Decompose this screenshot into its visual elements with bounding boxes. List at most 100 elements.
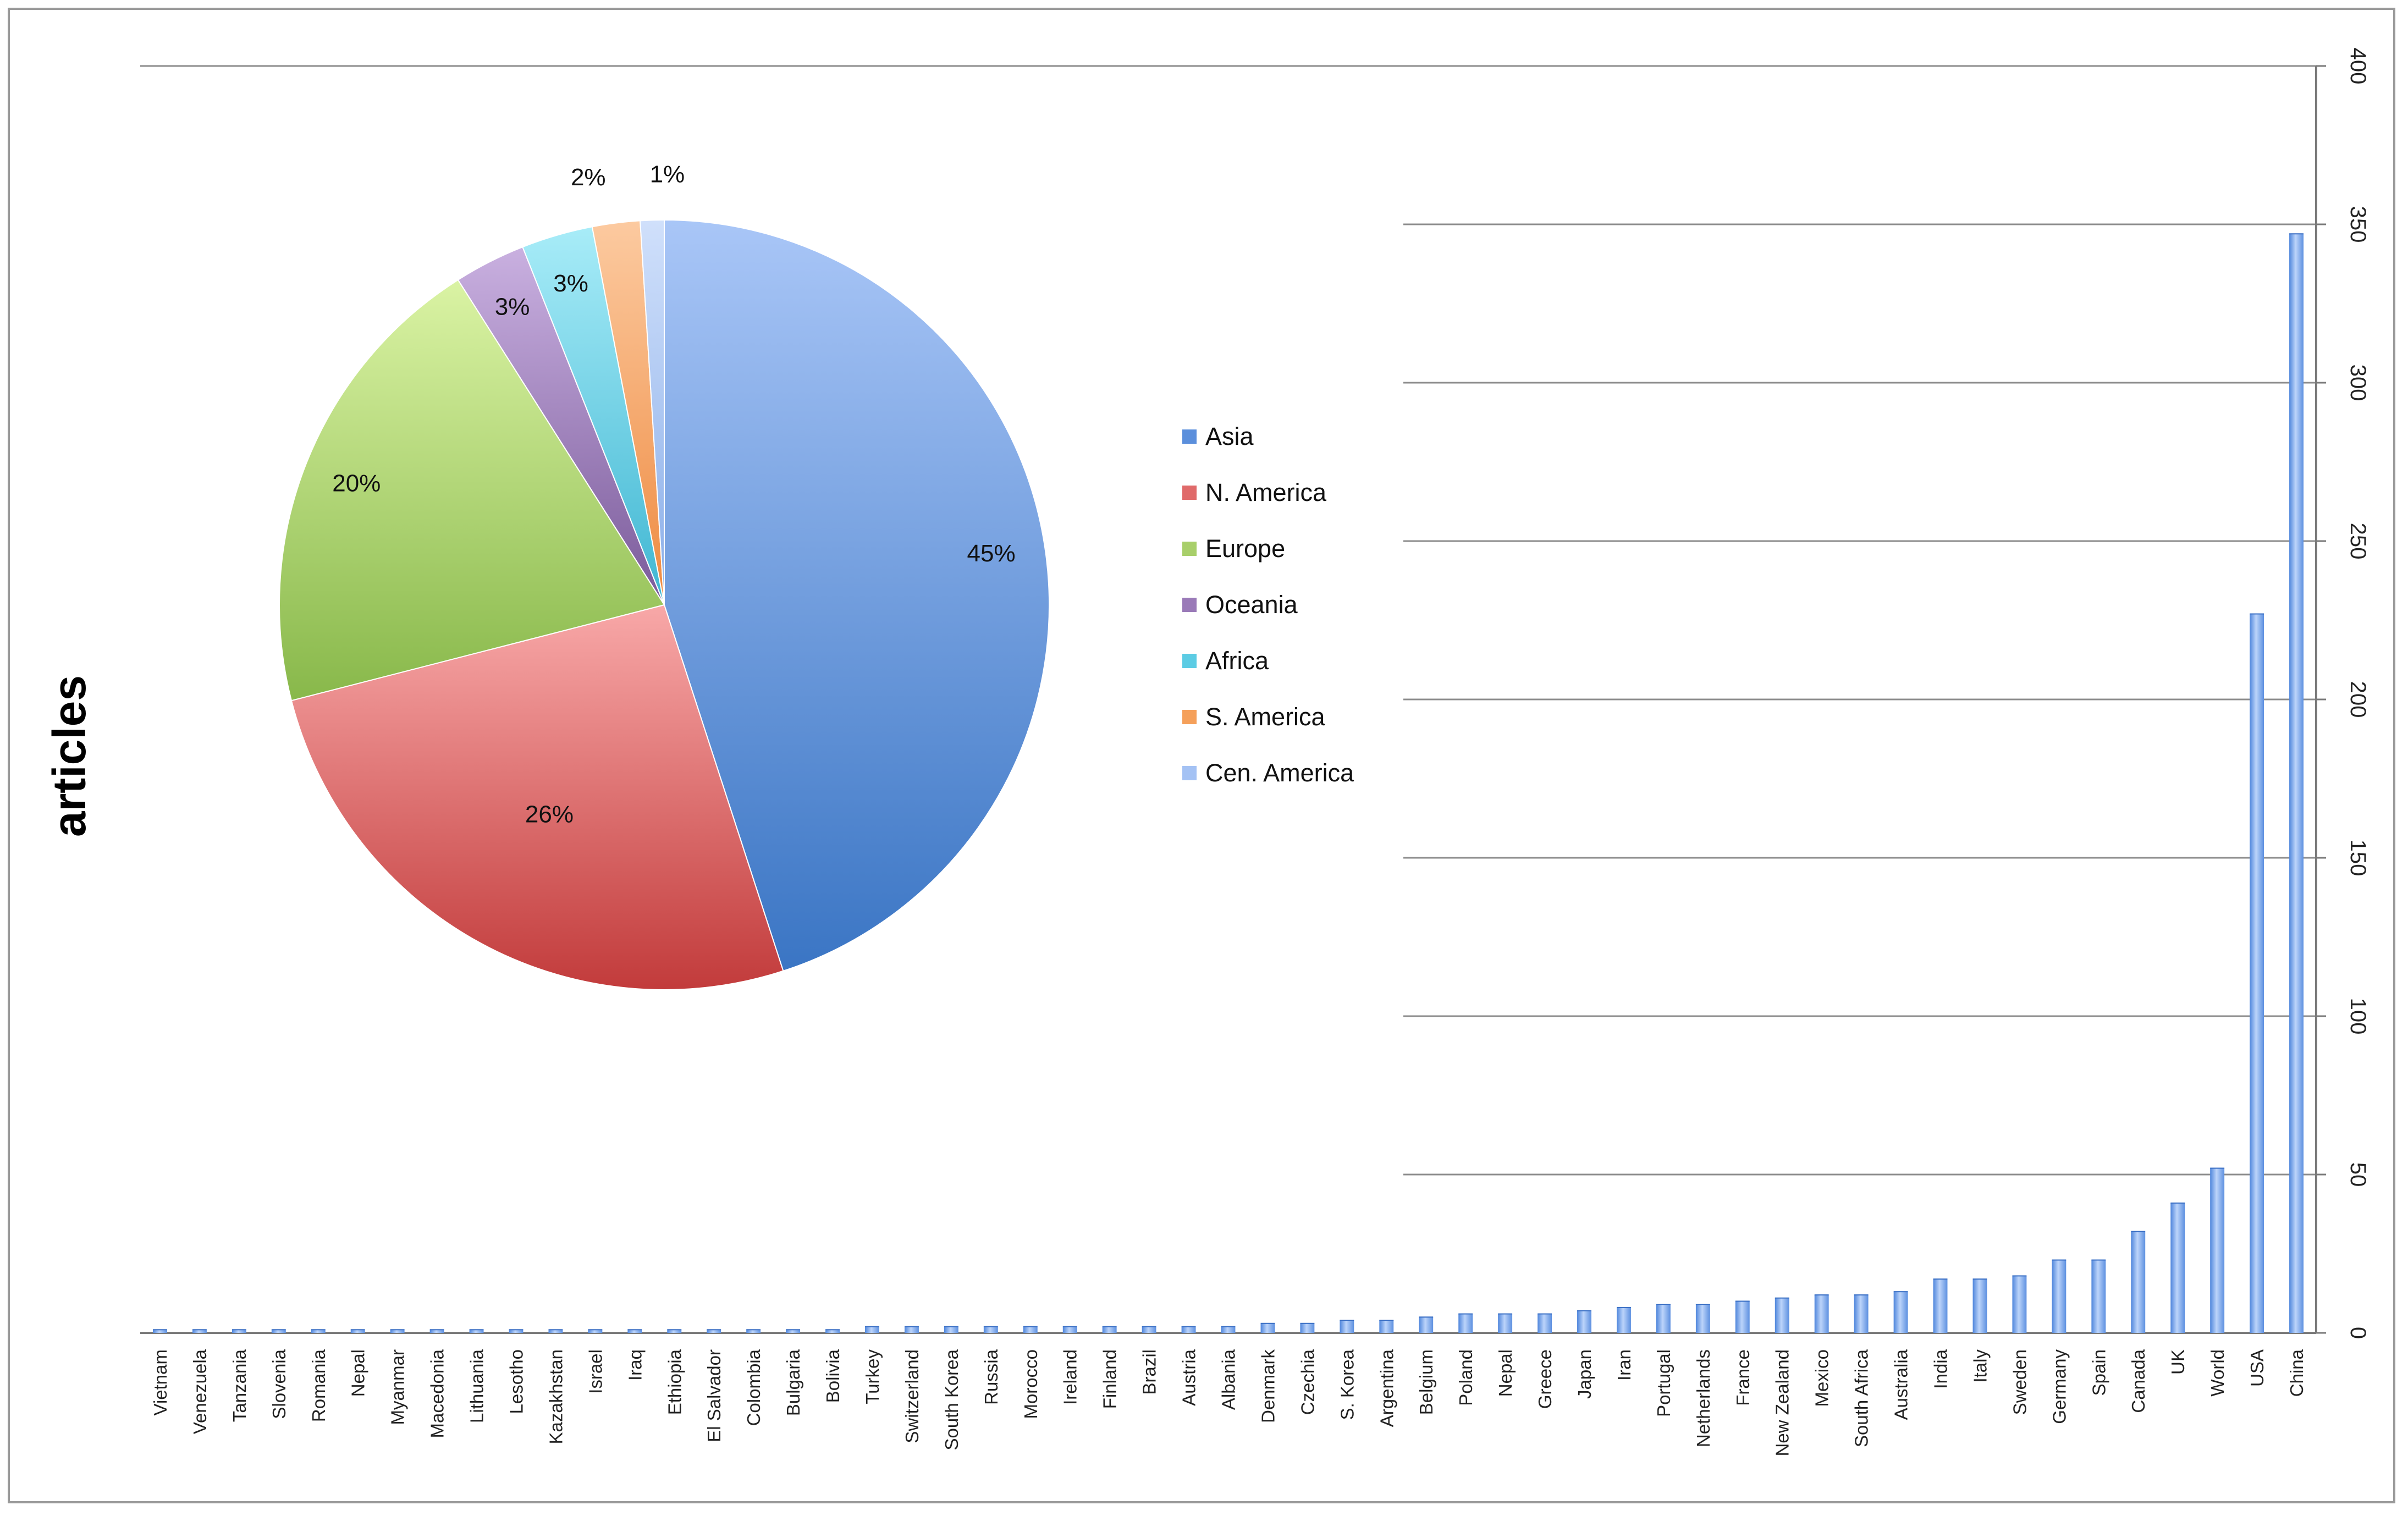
bar: [1102, 1326, 1117, 1333]
category-label: China: [2286, 1349, 2307, 1397]
bar-series: [153, 233, 2304, 1333]
bar: [746, 1330, 761, 1333]
bar: [944, 1326, 958, 1333]
category-label: Italy: [1970, 1349, 1990, 1383]
pie-percent-label: 3%: [495, 293, 530, 320]
category-label: Tanzania: [229, 1349, 250, 1422]
category-label: Argentina: [1376, 1349, 1397, 1427]
category-label: Nepal: [348, 1349, 368, 1397]
legend-swatch: [1182, 598, 1197, 612]
category-label: Kazakhstan: [545, 1349, 566, 1444]
bar: [192, 1330, 207, 1333]
bar: [707, 1330, 721, 1333]
bar: [1023, 1326, 1038, 1333]
pie-slice: [290, 604, 784, 990]
legend-label: Cen. America: [1205, 759, 1354, 787]
bar: [2052, 1260, 2067, 1333]
bar: [1538, 1314, 1552, 1333]
legend-label: Europe: [1205, 534, 1285, 563]
category-label: World: [2207, 1349, 2228, 1397]
pie-chart: [279, 219, 1050, 990]
category-label: Venezuela: [190, 1349, 210, 1434]
bar: [2131, 1231, 2146, 1333]
category-label: Canada: [2128, 1349, 2148, 1413]
category-label: Denmark: [1258, 1349, 1278, 1423]
y-tick-label: 300: [2346, 365, 2370, 401]
category-label: Iraq: [625, 1349, 645, 1381]
category-label: Slovenia: [269, 1349, 289, 1419]
pie-percent-label: 3%: [553, 270, 588, 297]
bar: [1775, 1298, 1789, 1333]
bar: [1221, 1326, 1236, 1333]
gridlines: [140, 65, 2316, 1176]
category-label: S. Korea: [1337, 1349, 1357, 1420]
category-label: USA: [2247, 1349, 2267, 1387]
bar: [271, 1330, 286, 1333]
bar: [2210, 1168, 2225, 1333]
bar: [390, 1330, 405, 1333]
y-tick-label: 50: [2346, 1162, 2370, 1187]
bar: [1972, 1279, 1987, 1333]
category-label: Lesotho: [506, 1349, 526, 1414]
bar: [1458, 1314, 1473, 1333]
category-label: Brazil: [1139, 1349, 1160, 1395]
category-label: Morocco: [1021, 1349, 1041, 1419]
bar: [904, 1326, 919, 1333]
legend-label: Africa: [1205, 647, 1269, 675]
category-label: Ethiopia: [664, 1349, 685, 1415]
category-label: Iran: [1614, 1349, 1634, 1381]
y-tick-labels: 0 50 100 150 200 250 300 350 400: [2316, 48, 2370, 1339]
bar: [1735, 1301, 1750, 1333]
bar: [1656, 1304, 1671, 1333]
y-axis-label: articles: [43, 675, 95, 837]
category-label: Greece: [1535, 1349, 1555, 1409]
category-label: Bulgaria: [783, 1349, 803, 1416]
category-label: France: [1733, 1349, 1753, 1406]
y-tick-label: 150: [2346, 840, 2370, 876]
bar: [1617, 1307, 1631, 1333]
bar: [825, 1330, 840, 1333]
legend-label: Oceania: [1205, 591, 1298, 619]
y-tick-label: 350: [2346, 206, 2370, 243]
bar: [627, 1330, 642, 1333]
category-label: Bolivia: [823, 1349, 843, 1403]
category-label: Austria: [1179, 1349, 1199, 1405]
bar: [1893, 1292, 1908, 1333]
pie-slice: [639, 219, 665, 605]
legend-swatch: [1182, 654, 1197, 668]
y-tick-label: 250: [2346, 523, 2370, 560]
category-label: El Salvador: [704, 1349, 724, 1442]
pie-slice: [279, 279, 665, 702]
category-label: Ireland: [1060, 1349, 1081, 1405]
bar: [1142, 1326, 1156, 1333]
bar: [1814, 1294, 1829, 1333]
bar: [2091, 1260, 2106, 1333]
pie-percent-label: 2%: [571, 164, 606, 191]
legend-label: S. America: [1205, 703, 1326, 731]
pie-percent-label: 20%: [332, 470, 381, 497]
bar: [1695, 1304, 1710, 1333]
bar: [1933, 1279, 1948, 1333]
bar: [983, 1326, 998, 1333]
category-labels: Vietnam Venezuela Tanzania Slovenia Romania N…: [150, 1349, 2307, 1456]
category-label: Netherlands: [1693, 1349, 1713, 1447]
category-label: Colombia: [743, 1349, 764, 1426]
category-label: Romania: [308, 1349, 329, 1422]
category-label: UK: [2168, 1349, 2188, 1375]
bar: [2250, 614, 2264, 1333]
category-label: Turkey: [862, 1349, 883, 1404]
category-label: Nepal: [1495, 1349, 1516, 1397]
bar: [588, 1330, 603, 1333]
bar: [2289, 234, 2304, 1333]
category-label: New Zealand: [1772, 1349, 1793, 1456]
category-label: Israel: [585, 1349, 605, 1394]
category-label: Australia: [1891, 1349, 1911, 1420]
y-tick-label: 400: [2346, 48, 2370, 85]
bar: [1498, 1314, 1513, 1333]
bar: [350, 1330, 365, 1333]
bar: [1419, 1317, 1434, 1333]
pie-percent-label: 26%: [525, 801, 574, 828]
bar: [2012, 1276, 2027, 1333]
bar: [2170, 1203, 2185, 1333]
bar: [1577, 1310, 1591, 1333]
